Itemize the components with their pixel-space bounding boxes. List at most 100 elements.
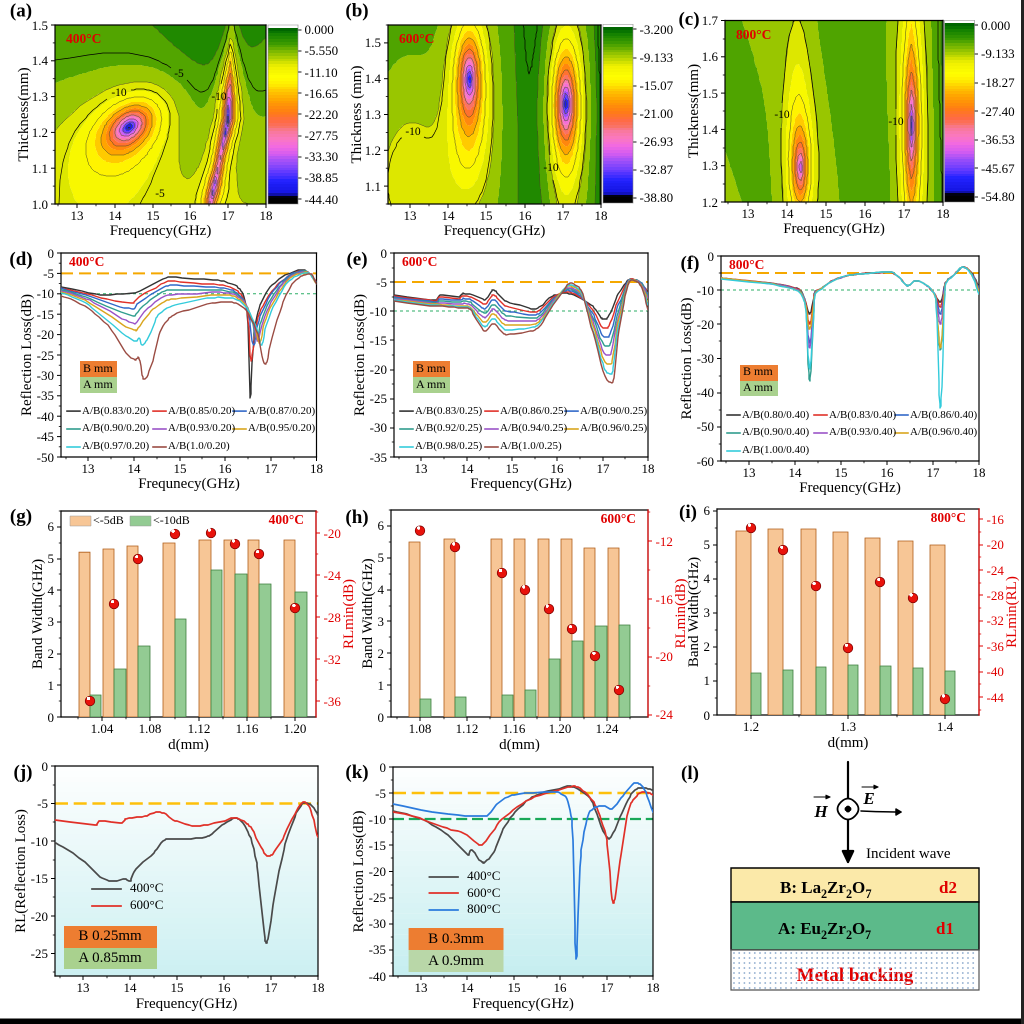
svg-text:-25: -25 xyxy=(370,391,387,406)
svg-text:1.2: 1.2 xyxy=(702,195,718,210)
svg-text:-60: -60 xyxy=(697,454,714,469)
svg-text:-25: -25 xyxy=(369,890,386,905)
svg-text:Frequency(GHz): Frequency(GHz) xyxy=(472,996,574,1012)
svg-text:13: 13 xyxy=(415,980,428,995)
svg-text:-40: -40 xyxy=(987,664,1004,679)
svg-text:(a): (a) xyxy=(10,1,32,22)
svg-text:-20: -20 xyxy=(369,864,386,879)
svg-text:-10: -10 xyxy=(888,116,904,128)
svg-text:400°C: 400°C xyxy=(269,512,304,527)
svg-text:600°C: 600°C xyxy=(402,254,437,269)
svg-text:5: 5 xyxy=(378,550,385,565)
svg-text:-40: -40 xyxy=(369,969,386,984)
svg-text:Frequency(GHz): Frequency(GHz) xyxy=(444,223,546,239)
svg-text:A/B(0.87/0.20): A/B(0.87/0.20) xyxy=(248,405,316,417)
svg-text:15: 15 xyxy=(506,461,519,476)
svg-text:1.1: 1.1 xyxy=(365,179,381,194)
svg-text:Zr: Zr xyxy=(827,878,846,897)
svg-text:-30: -30 xyxy=(370,420,387,435)
svg-text:A/B(0.93/0.20): A/B(0.93/0.20) xyxy=(168,422,236,434)
svg-text:0: 0 xyxy=(48,710,55,725)
svg-text:-44.40: -44.40 xyxy=(305,192,339,207)
svg-text:1.24: 1.24 xyxy=(596,721,619,736)
svg-text:-22.20: -22.20 xyxy=(305,107,339,122)
svg-text:0.000: 0.000 xyxy=(981,18,1010,33)
svg-text:-15: -15 xyxy=(369,838,386,853)
svg-text:O: O xyxy=(852,919,865,938)
svg-text:-9.133: -9.133 xyxy=(640,50,674,65)
svg-text:-9.133: -9.133 xyxy=(981,46,1015,61)
svg-text:600°C: 600°C xyxy=(467,885,500,900)
svg-text:16: 16 xyxy=(551,461,565,476)
svg-text:16: 16 xyxy=(218,980,232,995)
svg-text:18: 18 xyxy=(937,206,950,221)
svg-text:4: 4 xyxy=(48,583,55,598)
svg-text:-24: -24 xyxy=(987,563,1005,578)
svg-text:-10: -10 xyxy=(111,87,127,99)
svg-text:-10: -10 xyxy=(369,812,386,827)
svg-text:A/B(0.92/0.25): A/B(0.92/0.25) xyxy=(415,422,483,434)
svg-text:RL(Reflection Loss): RL(Reflection Loss) xyxy=(13,809,29,933)
svg-text:13: 13 xyxy=(82,461,95,476)
svg-text:-36: -36 xyxy=(324,694,342,709)
svg-text:B 0.3mm: B 0.3mm xyxy=(428,931,484,947)
svg-text:-5: -5 xyxy=(155,188,165,200)
svg-text:RLmin(RL): RLmin(RL) xyxy=(1004,576,1020,648)
svg-text:-10: -10 xyxy=(774,109,790,121)
svg-text:O: O xyxy=(852,878,865,897)
svg-text:5: 5 xyxy=(48,551,55,566)
svg-text:A/B(0.94/0.25): A/B(0.94/0.25) xyxy=(500,422,568,434)
svg-text:1.20: 1.20 xyxy=(549,721,572,736)
svg-text:1.3: 1.3 xyxy=(702,158,718,173)
svg-text:A mm: A mm xyxy=(743,380,773,394)
svg-text:15: 15 xyxy=(480,208,493,223)
svg-text:17: 17 xyxy=(898,206,912,221)
svg-text:-54.80: -54.80 xyxy=(981,189,1015,204)
svg-text:-20: -20 xyxy=(324,526,341,541)
svg-text:-25: -25 xyxy=(37,348,54,363)
svg-text:-20: -20 xyxy=(987,537,1004,552)
svg-text:RLmin(dB): RLmin(dB) xyxy=(673,578,689,648)
svg-text:1.2: 1.2 xyxy=(32,125,48,140)
svg-text:Frequency(GHz): Frequency(GHz) xyxy=(110,223,212,239)
svg-text:B: La: B: La xyxy=(780,878,822,897)
svg-text:Frequnecy(GHz): Frequnecy(GHz) xyxy=(138,476,240,492)
svg-text:18: 18 xyxy=(595,208,608,223)
svg-text:-45.67: -45.67 xyxy=(981,161,1015,176)
svg-text:Band Width(GHz): Band Width(GHz) xyxy=(686,557,702,667)
svg-text:3: 3 xyxy=(704,605,711,620)
svg-text:-10: -10 xyxy=(697,283,714,298)
svg-text:400°C: 400°C xyxy=(69,254,104,269)
svg-text:800°C: 800°C xyxy=(729,257,764,272)
svg-text:A/B(0.86/0.25): A/B(0.86/0.25) xyxy=(500,405,568,417)
svg-text:Reflection Loss(dB): Reflection Loss(dB) xyxy=(351,810,367,932)
svg-text:A/B(0.86/0.40): A/B(0.86/0.40) xyxy=(910,409,978,421)
svg-text:Band Width(GHz): Band Width(GHz) xyxy=(30,559,46,669)
svg-text:A/B(0.85/0.20): A/B(0.85/0.20) xyxy=(168,405,236,417)
svg-text:-28: -28 xyxy=(987,588,1004,603)
svg-text:800°C: 800°C xyxy=(736,27,771,42)
svg-text:-5: -5 xyxy=(43,266,54,281)
svg-text:-16: -16 xyxy=(987,512,1005,527)
svg-text:A/B(1.0/0.25): A/B(1.0/0.25) xyxy=(500,440,562,452)
svg-text:RLmin(dB): RLmin(dB) xyxy=(341,579,357,649)
svg-text:Reflection Loss(dB): Reflection Loss(dB) xyxy=(352,294,368,416)
svg-text:1.6: 1.6 xyxy=(702,49,719,64)
svg-text:-40: -40 xyxy=(37,409,54,424)
svg-text:14: 14 xyxy=(789,465,803,480)
svg-text:-30: -30 xyxy=(697,351,714,366)
svg-text:1.12: 1.12 xyxy=(456,721,479,736)
svg-text:-10: -10 xyxy=(31,834,48,849)
svg-text:-20: -20 xyxy=(656,649,673,664)
svg-text:16: 16 xyxy=(184,208,198,223)
svg-text:400°C: 400°C xyxy=(130,880,163,895)
svg-text:-11.10: -11.10 xyxy=(305,65,338,80)
svg-text:1.08: 1.08 xyxy=(409,721,432,736)
svg-text:-3.200: -3.200 xyxy=(640,22,674,37)
svg-text:Thickness(mm): Thickness(mm) xyxy=(686,64,702,158)
svg-text:16: 16 xyxy=(554,980,568,995)
svg-text:-32: -32 xyxy=(987,613,1004,628)
svg-text:-45: -45 xyxy=(37,429,54,444)
svg-text:1.08: 1.08 xyxy=(139,721,162,736)
svg-text:-35: -35 xyxy=(37,388,54,403)
